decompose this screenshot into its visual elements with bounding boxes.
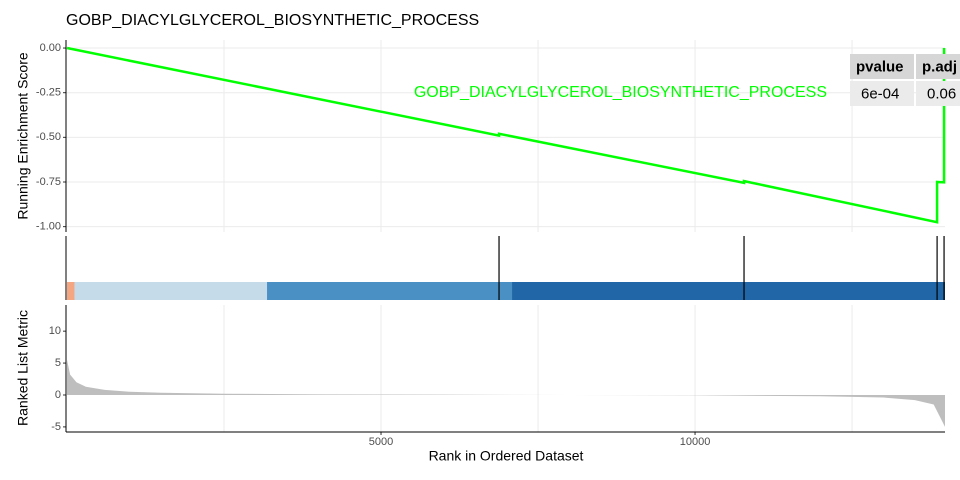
x-tick-label: 10000 — [680, 436, 711, 448]
table-header: p.adj — [922, 58, 957, 75]
legend-label: GOBP_DIACYLGLYCEROL_BIOSYNTHETIC_PROCESS — [414, 84, 827, 101]
table-header-cell — [850, 54, 914, 79]
rank-band — [267, 282, 513, 300]
rank-band — [67, 282, 75, 300]
chart-title: GOBP_DIACYLGLYCEROL_BIOSYNTHETIC_PROCESS — [66, 12, 479, 29]
y-axis-label: Running Enrichment Score — [15, 52, 31, 220]
y-tick-label: -0.25 — [36, 87, 61, 99]
metric-area — [67, 359, 945, 427]
y-tick-label: -0.75 — [36, 176, 61, 188]
x-axis-label: Rank in Ordered Dataset — [429, 448, 584, 464]
legend: GOBP_DIACYLGLYCEROL_BIOSYNTHETIC_PROCESS — [414, 84, 827, 101]
table-value: 6e-04 — [861, 85, 899, 102]
rank-band — [512, 282, 945, 300]
y-axis-label: Ranked List Metric — [15, 310, 31, 426]
y-tick-label: -1.00 — [36, 221, 61, 233]
table-header-cell — [916, 54, 960, 79]
y-tick-label: 5 — [55, 357, 61, 369]
rank-band — [74, 282, 268, 300]
y-tick-label: 0 — [55, 389, 61, 401]
y-tick-label: 0.00 — [40, 42, 61, 54]
table-cell — [850, 81, 914, 106]
y-tick-label: -5 — [51, 421, 61, 433]
es-line — [66, 46, 946, 224]
y-tick-label: 10 — [49, 325, 61, 337]
table-value: 0.06 — [927, 85, 956, 102]
x-tick-label: 5000 — [369, 436, 393, 448]
table-header: pvalue — [856, 58, 904, 75]
y-tick-label: -0.50 — [36, 131, 61, 143]
table-cell — [916, 81, 960, 106]
